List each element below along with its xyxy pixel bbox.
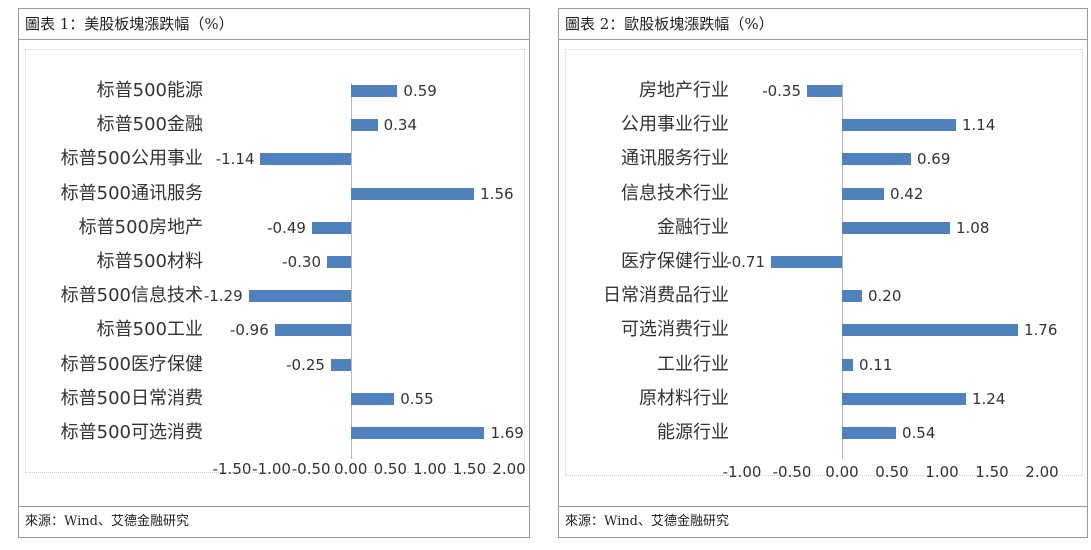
- bar: [771, 256, 842, 268]
- data-label: 1.14: [962, 116, 996, 135]
- category-label: 通讯服务行业: [621, 148, 729, 170]
- category-label: 原材料行业: [639, 387, 729, 409]
- category-label: 标普500公用事业: [60, 148, 203, 170]
- data-label: -0.49: [267, 218, 306, 237]
- bar: [842, 153, 911, 166]
- x-tick-label: 0.50: [373, 460, 407, 478]
- plot-area-us: 标普500能源 0.59 标普500金融 0.34 标普500公用事业 -1.14 标普50…: [19, 9, 531, 539]
- data-label: 1.76: [1024, 321, 1058, 340]
- category-label: 可选消费行业: [621, 319, 729, 341]
- x-tick-label: -0.50: [772, 463, 812, 481]
- chart-panel-us: 圖表 1：美股板塊漲跌幅（%） 标普500能源 0.59 标普500金融 0.34 标普…: [18, 8, 530, 538]
- x-tick-label: 0.00: [825, 463, 859, 481]
- data-label: 1.56: [480, 184, 514, 203]
- category-label: 工业行业: [657, 353, 729, 375]
- data-label: 1.08: [956, 218, 990, 237]
- x-tick-label: 1.00: [413, 460, 447, 478]
- data-label: -0.25: [286, 355, 325, 374]
- bar: [842, 392, 966, 405]
- category-label: 标普500通讯服务: [60, 182, 203, 204]
- plot-area-eu: 房地产行业 -0.35 公用事业行业 1.14 通讯服务行业 0.69 信息技术行业 0.42…: [559, 9, 1089, 539]
- data-label: 0.42: [890, 184, 924, 203]
- plot-frame: [565, 49, 1083, 476]
- data-label: -0.30: [282, 253, 321, 271]
- x-tick-label: -1.50: [212, 460, 252, 478]
- data-label: 0.55: [400, 389, 434, 408]
- bar: [311, 221, 351, 234]
- bar: [842, 358, 853, 371]
- zero-axis-line: [351, 83, 352, 460]
- data-label: 0.59: [403, 82, 437, 100]
- x-tick-label: 0.50: [875, 463, 909, 481]
- chart-title: 圖表 1：美股板塊漲跌幅（%）: [19, 9, 529, 40]
- category-label: 标普500日常消费: [60, 387, 203, 409]
- data-label: 1.69: [490, 424, 524, 442]
- bar: [350, 392, 395, 405]
- bar: [807, 85, 842, 97]
- chart-source: 來源：Wind、艾德金融研究: [559, 506, 1087, 537]
- chart-source: 來源：Wind、艾德金融研究: [19, 506, 529, 537]
- data-label: 0.54: [902, 424, 936, 442]
- category-label: 标普500材料: [96, 251, 203, 272]
- data-label: -0.71: [726, 253, 765, 271]
- x-tick-label: 2.00: [1025, 463, 1059, 481]
- x-tick-label: 1.00: [925, 463, 959, 481]
- category-label: 标普500信息技术: [60, 285, 203, 307]
- x-tick-label: -1.00: [252, 460, 291, 478]
- data-label: 0.11: [859, 355, 893, 374]
- category-label: 医疗保健行业: [621, 251, 729, 272]
- category-label: 标普500房地产: [78, 216, 203, 238]
- category-label: 标普500可选消费: [60, 422, 203, 443]
- data-label: 0.69: [917, 150, 951, 169]
- zero-axis-line: [842, 83, 843, 460]
- plot-frame: [25, 49, 525, 473]
- bar: [274, 324, 351, 337]
- x-tick-label: -1.00: [722, 463, 762, 481]
- bar: [842, 187, 884, 200]
- bar: [350, 85, 398, 97]
- category-label: 标普500能源: [96, 80, 203, 101]
- x-tick-label: 0.00: [334, 460, 368, 478]
- bar: [842, 119, 956, 132]
- category-label: 标普500工业: [96, 319, 203, 341]
- bar: [350, 187, 475, 200]
- category-label: 标普500医疗保健: [60, 353, 203, 375]
- category-label: 标普500金融: [96, 114, 203, 136]
- x-tick-label: 1.50: [452, 460, 487, 478]
- data-label: -1.14: [215, 150, 255, 169]
- data-label: 0.34: [383, 116, 418, 135]
- bar: [350, 119, 378, 132]
- bar: [842, 427, 896, 439]
- bar: [260, 153, 351, 166]
- data-label: -0.96: [229, 321, 269, 340]
- bar: [842, 221, 950, 234]
- x-tick-label: 1.50: [975, 463, 1009, 481]
- chart-title: 圖表 2：歐股板塊漲跌幅（%）: [559, 9, 1087, 40]
- chart-panel-eu: 圖表 2：歐股板塊漲跌幅（%） 房地产行业 -0.35 公用事业行业 1.14 通讯服务…: [558, 8, 1088, 538]
- category-label: 公用事业行业: [621, 114, 729, 136]
- bar: [326, 256, 351, 268]
- category-label: 信息技术行业: [621, 182, 729, 204]
- bar: [350, 427, 485, 439]
- x-tick-label: 2.00: [492, 460, 526, 478]
- x-tick-label: -0.50: [291, 460, 331, 478]
- category-label: 能源行业: [657, 422, 729, 443]
- data-label: -1.29: [203, 287, 243, 306]
- category-label: 金融行业: [657, 216, 729, 238]
- data-label: 0.20: [868, 287, 902, 306]
- bar: [842, 324, 1018, 337]
- category-label: 日常消费品行业: [603, 285, 729, 307]
- bar: [248, 290, 351, 303]
- bar: [842, 290, 862, 303]
- data-label: 1.24: [972, 389, 1006, 408]
- category-label: 房地产行业: [639, 80, 729, 101]
- data-label: -0.35: [762, 82, 801, 100]
- bar: [330, 358, 351, 371]
